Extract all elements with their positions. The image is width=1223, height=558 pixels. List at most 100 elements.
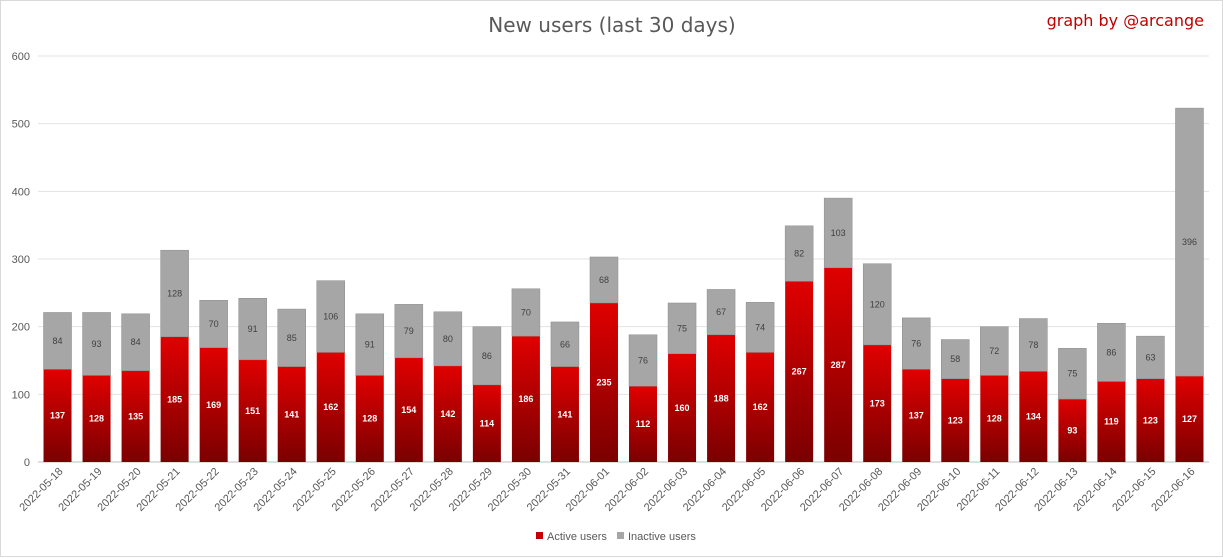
data-label-inactive: 106 bbox=[323, 312, 338, 322]
data-label-inactive: 63 bbox=[1145, 352, 1155, 362]
data-label-inactive: 84 bbox=[53, 336, 63, 346]
y-tick-label: 500 bbox=[12, 119, 30, 131]
bar-active bbox=[316, 352, 345, 462]
bar-inactive bbox=[511, 288, 541, 337]
data-label-active: 173 bbox=[870, 398, 885, 408]
data-label-inactive: 91 bbox=[365, 340, 375, 350]
bar-active bbox=[629, 386, 658, 462]
bar-inactive bbox=[394, 304, 424, 359]
bar-active bbox=[199, 347, 228, 462]
bar-inactive bbox=[1058, 348, 1087, 400]
bar-active bbox=[824, 267, 853, 462]
legend: Active users Inactive users bbox=[536, 531, 696, 543]
bar-inactive bbox=[1019, 318, 1048, 372]
chart-credit: graph by @arcange bbox=[1047, 11, 1204, 30]
bar-inactive bbox=[433, 311, 463, 367]
data-label-active: 137 bbox=[909, 411, 924, 421]
data-label-active: 162 bbox=[323, 402, 338, 412]
data-label-active: 123 bbox=[1143, 415, 1158, 425]
data-label-inactive: 103 bbox=[831, 228, 846, 238]
bar-active bbox=[1019, 371, 1048, 462]
bar-active bbox=[589, 302, 618, 462]
data-label-inactive: 78 bbox=[1028, 340, 1038, 350]
bar-inactive bbox=[589, 256, 619, 304]
data-label-active: 127 bbox=[1182, 414, 1197, 424]
data-label-active: 137 bbox=[50, 411, 65, 421]
bar-active bbox=[1175, 376, 1204, 462]
bar-inactive bbox=[823, 197, 853, 269]
data-label-inactive: 74 bbox=[755, 322, 765, 332]
bar-inactive bbox=[784, 225, 814, 282]
y-tick-label: 0 bbox=[24, 457, 30, 469]
bar-active bbox=[941, 378, 970, 462]
data-label-active: 142 bbox=[440, 409, 455, 419]
data-label-inactive: 85 bbox=[287, 333, 297, 343]
data-label-inactive: 67 bbox=[716, 307, 726, 317]
data-label-inactive: 91 bbox=[248, 324, 258, 334]
bar-inactive bbox=[902, 317, 931, 370]
bar-active bbox=[668, 353, 697, 462]
data-labels: 137 84 128 93 135 84 185 128 169 70 151 91 141 85 162 1… bbox=[50, 228, 1197, 436]
data-label-active: 160 bbox=[675, 403, 690, 413]
bar-inactive bbox=[472, 326, 502, 386]
bar-inactive bbox=[316, 280, 345, 353]
gridlines bbox=[38, 55, 1209, 463]
legend-label-inactive: Inactive users bbox=[628, 531, 696, 543]
bar-inactive bbox=[980, 326, 1009, 376]
bar-active bbox=[472, 384, 501, 462]
data-label-inactive: 76 bbox=[911, 339, 921, 349]
legend-swatch-inactive bbox=[617, 532, 624, 539]
bar-inactive bbox=[862, 263, 892, 346]
bar-inactive bbox=[1136, 335, 1165, 380]
data-label-inactive: 72 bbox=[989, 346, 999, 356]
bar-active bbox=[746, 352, 775, 462]
legend-swatch-active bbox=[536, 532, 543, 539]
y-tick-label: 600 bbox=[12, 51, 30, 63]
data-label-active: 114 bbox=[480, 418, 495, 428]
data-label-inactive: 70 bbox=[521, 307, 531, 317]
data-label-active: 151 bbox=[245, 406, 260, 416]
bar-active bbox=[160, 336, 189, 462]
bar-active bbox=[355, 375, 384, 462]
data-label-inactive: 75 bbox=[677, 323, 687, 333]
y-tick-label: 200 bbox=[12, 322, 30, 334]
data-label-inactive: 84 bbox=[131, 337, 141, 347]
bar-active bbox=[550, 366, 579, 462]
y-tick-label: 100 bbox=[12, 389, 30, 401]
x-axis-ticks: 2022-05-182022-05-192022-05-202022-05-21… bbox=[17, 466, 1197, 514]
data-label-active: 185 bbox=[167, 394, 182, 404]
data-label-inactive: 76 bbox=[638, 356, 648, 366]
data-label-inactive: 58 bbox=[950, 354, 960, 364]
bar-active bbox=[902, 369, 931, 462]
data-label-inactive: 66 bbox=[560, 339, 570, 349]
legend-label-active: Active users bbox=[547, 531, 607, 543]
data-label-active: 235 bbox=[596, 377, 611, 387]
bar-inactive bbox=[238, 297, 267, 361]
bar-inactive bbox=[355, 313, 385, 376]
bar-active bbox=[1136, 378, 1165, 462]
bar-active bbox=[82, 375, 111, 462]
data-label-active: 93 bbox=[1067, 426, 1077, 436]
bar-active bbox=[980, 375, 1009, 462]
data-label-inactive: 86 bbox=[1106, 347, 1116, 357]
bar-active bbox=[277, 366, 306, 462]
y-tick-label: 400 bbox=[12, 186, 30, 198]
data-label-active: 134 bbox=[1026, 412, 1041, 422]
bar-active bbox=[121, 370, 150, 462]
data-label-active: 186 bbox=[518, 394, 533, 404]
bar-inactive bbox=[199, 300, 228, 348]
bar-inactive bbox=[550, 321, 580, 367]
data-label-inactive: 82 bbox=[794, 249, 804, 259]
data-label-active: 135 bbox=[128, 411, 143, 421]
data-label-inactive: 68 bbox=[599, 275, 609, 285]
data-label-active: 128 bbox=[89, 414, 104, 424]
bar-active bbox=[433, 365, 462, 462]
data-label-active: 119 bbox=[1104, 417, 1119, 427]
bar-inactive bbox=[121, 313, 150, 371]
bar-active bbox=[238, 359, 267, 462]
bar-inactive bbox=[82, 312, 111, 376]
bar-inactive bbox=[706, 289, 736, 336]
data-label-inactive: 75 bbox=[1067, 369, 1077, 379]
data-label-active: 128 bbox=[987, 414, 1002, 424]
data-label-active: 188 bbox=[714, 393, 729, 403]
